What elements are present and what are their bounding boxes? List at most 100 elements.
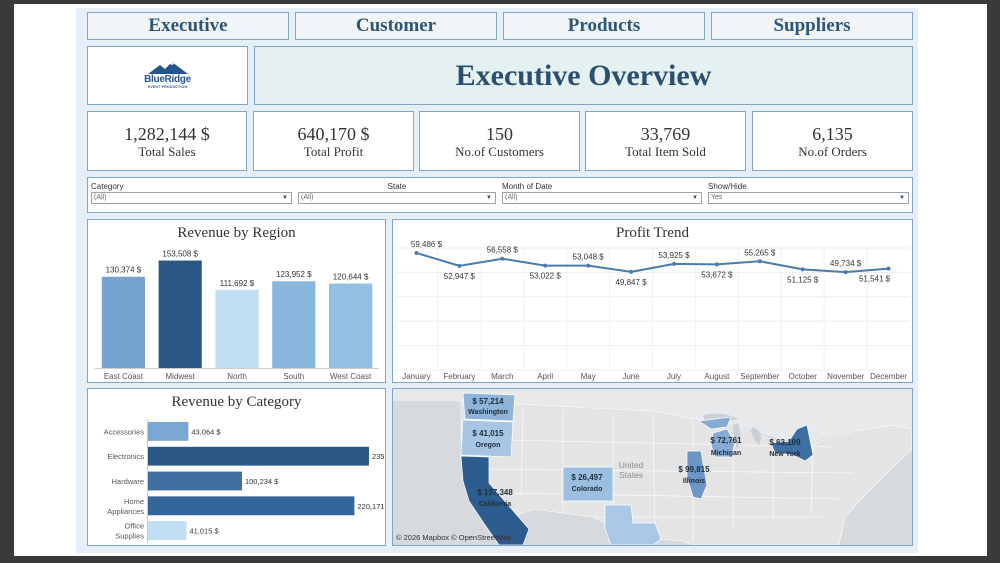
state-new-york[interactable] bbox=[770, 424, 814, 462]
category-tick-label: Appliances bbox=[107, 507, 144, 516]
profit-point[interactable] bbox=[543, 263, 548, 268]
mountain-logo-icon bbox=[147, 62, 188, 74]
kpi-value: 6,135 bbox=[812, 123, 853, 144]
bar-data-label: 43,064 $ bbox=[191, 427, 221, 436]
month-tick-label: April bbox=[537, 372, 553, 381]
profit-point[interactable] bbox=[500, 256, 505, 261]
region-bar[interactable] bbox=[329, 283, 373, 368]
kpi-items-sold: 33,769 Total Item Sold bbox=[585, 111, 746, 171]
month-tick-label: July bbox=[667, 372, 681, 381]
profit-point[interactable] bbox=[843, 270, 848, 275]
filter-value: (All) bbox=[505, 194, 518, 201]
point-data-label: 53,048 $ bbox=[573, 253, 605, 262]
category-select[interactable]: (All) ▼ bbox=[91, 192, 292, 204]
kpi-value: 150 bbox=[486, 123, 513, 144]
category-bar[interactable] bbox=[148, 521, 187, 541]
tab-suppliers[interactable]: Suppliers bbox=[711, 12, 913, 40]
state-washington[interactable] bbox=[462, 392, 516, 422]
filter-label: Show/Hide bbox=[708, 182, 747, 191]
region-bar[interactable] bbox=[158, 260, 202, 368]
month-tick-label: June bbox=[622, 372, 640, 381]
kpi-value: 1,282,144 $ bbox=[124, 123, 210, 144]
category-bar[interactable] bbox=[148, 496, 355, 516]
point-data-label: 51,541 $ bbox=[859, 275, 891, 284]
page-title: Executive Overview bbox=[254, 46, 913, 105]
category-tick-label: South bbox=[283, 372, 304, 381]
revenue-by-category-panel: Revenue by Category 43,064 $ Accessories 2… bbox=[87, 388, 386, 546]
state-select[interactable]: (All) ▼ bbox=[298, 192, 496, 204]
profit-point[interactable] bbox=[629, 269, 634, 274]
point-data-label: 49,734 $ bbox=[830, 259, 862, 268]
state-colorado[interactable] bbox=[562, 466, 614, 502]
filter-show-hide: Show/Hide Yes ▼ bbox=[708, 181, 909, 204]
show-hide-select[interactable]: Yes ▼ bbox=[708, 192, 909, 204]
dropdown-arrow-icon: ▼ bbox=[899, 195, 905, 201]
revenue-map-panel: $ 57,214 Washington $ 41,015 Oregon $ 13… bbox=[392, 388, 913, 546]
bar-data-label: 100,234 $ bbox=[245, 477, 279, 486]
bar-data-label: 153,508 $ bbox=[162, 250, 198, 259]
state-michigan[interactable] bbox=[698, 416, 736, 458]
state-illinois[interactable] bbox=[686, 450, 708, 500]
dashboard-canvas: Executive Customer Products Suppliers Bl… bbox=[76, 8, 918, 553]
profit-trend-panel: Profit Trend 59,486 $ January 52,947 $ Febr… bbox=[392, 219, 913, 383]
profit-point[interactable] bbox=[671, 261, 676, 266]
colorado-name: Colorado bbox=[572, 486, 603, 493]
tab-customer[interactable]: Customer bbox=[295, 12, 497, 40]
month-tick-label: December bbox=[870, 372, 907, 381]
oregon-value: $ 41,015 bbox=[472, 429, 504, 438]
kpi-label: No.of Customers bbox=[455, 143, 544, 159]
profit-point[interactable] bbox=[414, 250, 419, 255]
category-bar[interactable] bbox=[148, 421, 189, 441]
profit-point[interactable] bbox=[586, 263, 591, 268]
point-data-label: 49,847 $ bbox=[615, 278, 647, 287]
revenue-by-region-panel: Revenue by Region 130,374 $ East Coast 153… bbox=[87, 219, 386, 383]
state-texas[interactable] bbox=[604, 504, 662, 545]
bar-data-label: 220,171 $ bbox=[357, 502, 385, 511]
illinois-name: Illinois bbox=[683, 478, 705, 485]
new-york-value: $ 63,109 bbox=[769, 438, 801, 447]
kpi-value: 640,170 $ bbox=[297, 123, 370, 144]
us-map[interactable]: $ 57,214 Washington $ 41,015 Oregon $ 13… bbox=[393, 389, 912, 545]
region-bar[interactable] bbox=[101, 276, 145, 368]
filter-state: State (All) ▼ bbox=[298, 181, 496, 204]
colorado-value: $ 26,497 bbox=[571, 473, 603, 482]
state-california[interactable] bbox=[460, 455, 530, 545]
category-bar[interactable] bbox=[148, 446, 369, 466]
filter-bar: Category (All) ▼ State (All) ▼ Month of … bbox=[87, 177, 913, 213]
profit-point[interactable] bbox=[886, 266, 891, 271]
kpi-label: No.of Orders bbox=[798, 143, 867, 159]
filter-value: Yes bbox=[711, 194, 723, 201]
kpi-orders: 6,135 No.of Orders bbox=[752, 111, 913, 171]
washington-value: $ 57,214 bbox=[472, 397, 504, 406]
category-bar[interactable] bbox=[148, 471, 242, 491]
dropdown-arrow-icon: ▼ bbox=[282, 195, 288, 201]
profit-point[interactable] bbox=[757, 259, 762, 264]
tab-products[interactable]: Products bbox=[503, 12, 705, 40]
filter-value: (All) bbox=[94, 194, 107, 201]
category-tick-label: Office bbox=[125, 522, 144, 531]
profit-trend-chart: 59,486 $ January 52,947 $ February 56,558 $ M… bbox=[395, 240, 910, 381]
profit-point[interactable] bbox=[800, 267, 805, 272]
region-bar[interactable] bbox=[272, 281, 316, 368]
california-value: $ 137,348 bbox=[477, 488, 513, 497]
state-oregon[interactable] bbox=[460, 419, 514, 458]
profit-point[interactable] bbox=[457, 263, 462, 268]
month-tick-label: May bbox=[581, 372, 596, 381]
chart-title: Profit Trend bbox=[616, 225, 689, 241]
region-bar[interactable] bbox=[215, 289, 259, 368]
tab-executive[interactable]: Executive bbox=[87, 12, 289, 40]
month-tick-label: March bbox=[491, 372, 513, 381]
month-select[interactable]: (All) ▼ bbox=[502, 192, 702, 204]
point-data-label: 56,558 $ bbox=[487, 246, 519, 255]
point-data-label: 53,925 $ bbox=[658, 251, 690, 260]
point-data-label: 55,265 $ bbox=[744, 248, 776, 257]
dropdown-arrow-icon: ▼ bbox=[692, 195, 698, 201]
filter-label: Month of Date bbox=[502, 182, 553, 191]
profit-point[interactable] bbox=[714, 262, 719, 267]
point-data-label: 52,947 $ bbox=[444, 272, 476, 281]
point-data-label: 51,125 $ bbox=[787, 275, 819, 284]
month-tick-label: October bbox=[788, 372, 817, 381]
category-tick-label: Home bbox=[124, 497, 144, 506]
map-credit[interactable]: © 2026 Mapbox © OpenStreetMap bbox=[396, 533, 512, 542]
point-data-label: 59,486 $ bbox=[411, 240, 443, 249]
